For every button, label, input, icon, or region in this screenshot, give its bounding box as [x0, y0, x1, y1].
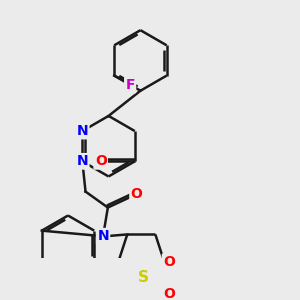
Text: F: F: [125, 78, 135, 92]
Text: O: O: [163, 286, 175, 300]
Text: S: S: [137, 270, 148, 285]
Text: O: O: [163, 255, 175, 269]
Text: O: O: [95, 154, 106, 168]
Text: O: O: [130, 187, 142, 201]
Text: N: N: [97, 229, 109, 243]
Text: N: N: [76, 154, 88, 168]
Text: N: N: [76, 124, 88, 138]
